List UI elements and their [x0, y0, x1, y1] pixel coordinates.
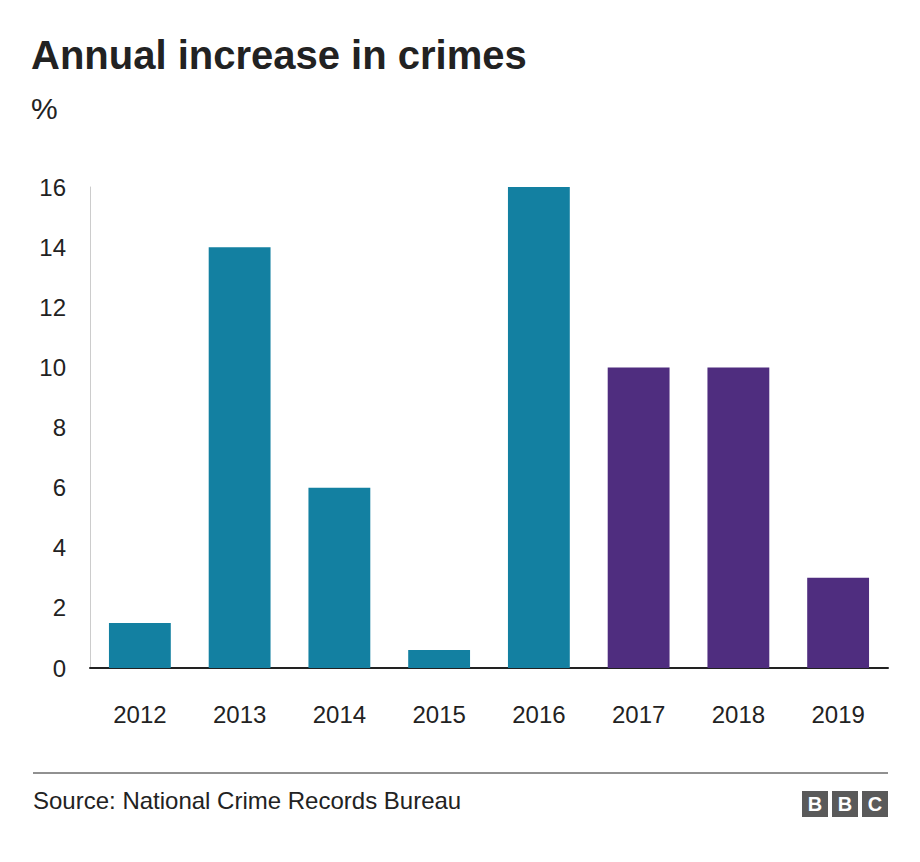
svg-text:B: B: [808, 793, 822, 815]
svg-text:2014: 2014: [313, 701, 366, 728]
svg-text:2: 2: [53, 594, 66, 621]
svg-text:C: C: [868, 793, 882, 815]
svg-text:16: 16: [39, 174, 66, 201]
svg-text:0: 0: [53, 655, 66, 682]
svg-text:8: 8: [53, 414, 66, 441]
svg-text:%: %: [31, 92, 58, 125]
svg-text:2016: 2016: [512, 701, 565, 728]
svg-text:B: B: [838, 793, 852, 815]
svg-text:2013: 2013: [213, 701, 266, 728]
svg-text:2012: 2012: [113, 701, 166, 728]
svg-text:2015: 2015: [412, 701, 465, 728]
svg-text:2018: 2018: [712, 701, 765, 728]
svg-text:6: 6: [53, 474, 66, 501]
svg-text:14: 14: [39, 234, 66, 261]
svg-text:12: 12: [39, 294, 66, 321]
svg-text:2019: 2019: [811, 701, 864, 728]
svg-text:2017: 2017: [612, 701, 665, 728]
svg-text:Source: National Crime Records: Source: National Crime Records Bureau: [33, 787, 461, 814]
svg-text:10: 10: [39, 354, 66, 381]
svg-text:Annual increase in crimes: Annual increase in crimes: [31, 33, 527, 77]
svg-text:4: 4: [53, 534, 66, 561]
